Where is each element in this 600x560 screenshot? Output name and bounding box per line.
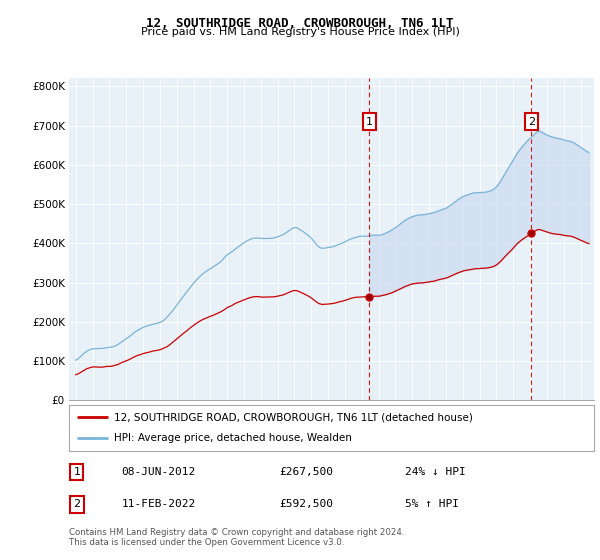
Text: 1: 1 [366, 116, 373, 127]
Text: 24% ↓ HPI: 24% ↓ HPI [405, 466, 466, 477]
Text: 5% ↑ HPI: 5% ↑ HPI [405, 500, 459, 510]
Text: Price paid vs. HM Land Registry's House Price Index (HPI): Price paid vs. HM Land Registry's House … [140, 27, 460, 37]
Text: 11-FEB-2022: 11-FEB-2022 [121, 500, 196, 510]
Text: HPI: Average price, detached house, Wealden: HPI: Average price, detached house, Weal… [113, 433, 352, 444]
Text: 12, SOUTHRIDGE ROAD, CROWBOROUGH, TN6 1LT: 12, SOUTHRIDGE ROAD, CROWBOROUGH, TN6 1L… [146, 17, 454, 30]
Text: Contains HM Land Registry data © Crown copyright and database right 2024.
This d: Contains HM Land Registry data © Crown c… [69, 528, 404, 547]
Text: 2: 2 [528, 116, 535, 127]
Text: 08-JUN-2012: 08-JUN-2012 [121, 466, 196, 477]
Text: 1: 1 [73, 466, 80, 477]
Text: £592,500: £592,500 [279, 500, 333, 510]
Text: £267,500: £267,500 [279, 466, 333, 477]
Text: 12, SOUTHRIDGE ROAD, CROWBOROUGH, TN6 1LT (detached house): 12, SOUTHRIDGE ROAD, CROWBOROUGH, TN6 1L… [113, 412, 473, 422]
Text: 2: 2 [73, 500, 80, 510]
